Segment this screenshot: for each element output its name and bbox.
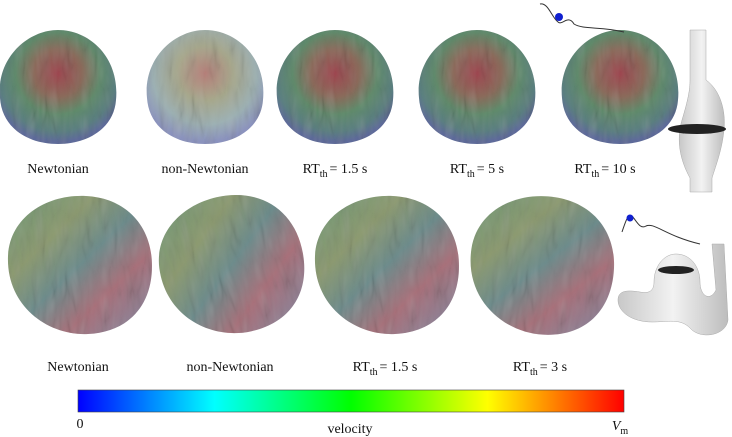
colorbar-max: Vm <box>612 419 629 437</box>
label-rt: RT <box>303 162 320 177</box>
top-slices <box>0 30 679 144</box>
label-value: = 10 s <box>601 162 635 177</box>
label: RTth = 3 s <box>513 360 567 378</box>
label: non-Newtonian <box>161 162 248 177</box>
colorbar-title: velocity <box>327 422 372 437</box>
label: RTth = 10 s <box>574 162 635 180</box>
label: RTth = 1.5 s <box>303 162 368 180</box>
label-sub: th <box>467 169 475 180</box>
label-rt: RT <box>450 162 467 177</box>
bottom-slices <box>7 184 621 346</box>
top-labels: Newtonian non-Newtonian RTth = 1.5 s RTth… <box>27 162 635 180</box>
label-sub: th <box>320 169 328 180</box>
label-value: = 1.5 s <box>380 360 418 375</box>
colorbar-max-sub: m <box>620 426 628 437</box>
label: non-Newtonian <box>186 360 273 375</box>
label: RTth = 1.5 s <box>353 360 418 378</box>
label: Newtonian <box>47 360 108 375</box>
colorbar-min: 0 <box>77 417 84 432</box>
label-value: = 5 s <box>477 162 504 177</box>
label: RTth = 5 s <box>450 162 504 180</box>
label-sub: th <box>530 367 538 378</box>
label-value: = 3 s <box>540 360 567 375</box>
bottom-labels: Newtonian non-Newtonian RTth = 1.5 s RTth… <box>47 360 567 378</box>
bottom-geometry <box>617 214 729 336</box>
label: Newtonian <box>27 162 88 177</box>
label-value: = 1.5 s <box>330 162 368 177</box>
label-rt: RT <box>574 162 591 177</box>
colorbar-gradient <box>77 389 625 413</box>
label-rt: RT <box>353 360 370 375</box>
colorbar-max-v: V <box>612 419 622 434</box>
label-rt: RT <box>513 360 530 375</box>
label-sub: th <box>370 367 378 378</box>
colorbar: 0 velocity Vm <box>77 389 629 437</box>
top-geometry <box>539 3 726 193</box>
label-sub: th <box>591 169 599 180</box>
